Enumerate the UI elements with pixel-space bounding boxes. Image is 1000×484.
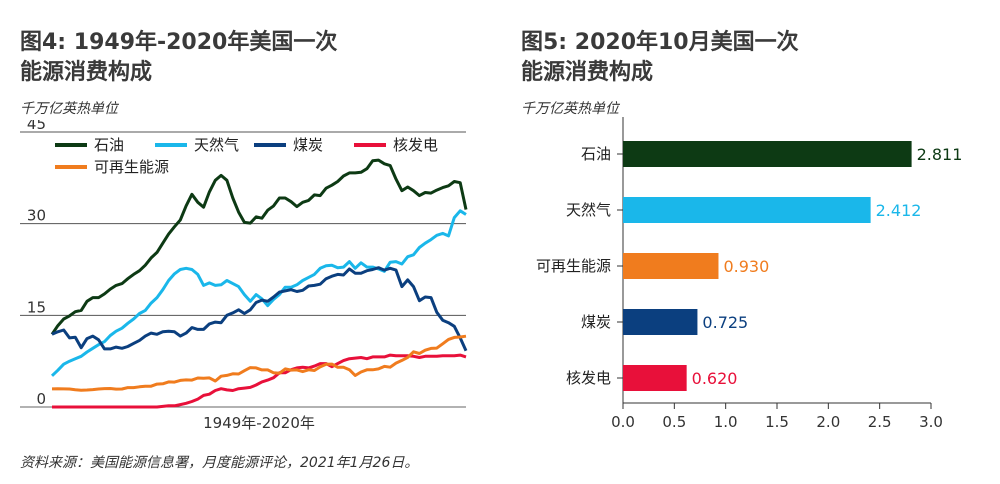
chart2-title-line2: 能源消费构成 xyxy=(521,60,654,85)
x-tick-label: 2.0 xyxy=(816,413,840,431)
bar-value-label: 2.811 xyxy=(917,145,963,164)
legend-label: 煤炭 xyxy=(293,136,323,154)
y-tick-label: 30 xyxy=(27,207,46,225)
chart2-title: 图5: 2020年10月美国一次 能源消费构成 xyxy=(521,28,799,88)
chart2-x-units: 千万亿英热单位 xyxy=(521,101,619,117)
bar xyxy=(623,309,698,335)
series-line-3 xyxy=(52,353,467,409)
chart2-title-line1: 图5: 2020年10月美国一次 xyxy=(521,30,799,55)
category-label: 核发电 xyxy=(566,369,611,387)
x-tick-label: 0.0 xyxy=(611,413,635,431)
source-note: 资料来源：美国能源信息署，月度能源评论，2021年1月26日。 xyxy=(20,455,419,471)
series-line-1 xyxy=(50,209,467,377)
category-label: 可再生能源 xyxy=(536,257,611,275)
category-label: 天然气 xyxy=(566,201,611,219)
y-tick-label: 0 xyxy=(36,390,46,408)
chart1-title-line2: 能源消费构成 xyxy=(20,60,153,85)
x-tick-label: 1.0 xyxy=(714,413,738,431)
x-tick-label: 2.5 xyxy=(868,413,892,431)
bar xyxy=(623,141,912,167)
x-tick-label: 3.0 xyxy=(919,413,943,431)
bar-chart: 0.0 0.5 1.0 1.5 2.0 2.5 3.0 石油 2.811 天然气 2.412 可再生能… xyxy=(536,117,963,431)
series-line-2 xyxy=(51,266,468,352)
bar-value-label: 0.930 xyxy=(723,257,769,276)
chart1-y-units: 千万亿英热单位 xyxy=(20,101,118,117)
legend-label: 天然气 xyxy=(194,136,239,154)
bar-value-label: 2.412 xyxy=(876,201,922,220)
category-label: 煤炭 xyxy=(581,313,611,331)
bar xyxy=(623,365,687,391)
x-tick-label: 1.5 xyxy=(765,413,789,431)
bar-value-label: 0.725 xyxy=(702,313,748,332)
y-tick-label: 15 xyxy=(27,298,46,316)
category-label: 石油 xyxy=(581,145,611,163)
series-line-0 xyxy=(50,158,468,336)
legend-label: 石油 xyxy=(94,136,124,154)
x-axis-label: 1949年-2020年 xyxy=(203,414,315,432)
chart1-title: 图4: 1949年-2020年美国一次 能源消费构成 xyxy=(20,28,337,88)
legend-label: 可再生能源 xyxy=(94,158,169,176)
x-tick-label: 0.5 xyxy=(662,413,686,431)
bar xyxy=(623,197,871,223)
series-line-4 xyxy=(51,334,467,392)
bar-value-label: 0.620 xyxy=(692,369,738,388)
bar xyxy=(623,253,719,279)
y-tick-label: 45 xyxy=(27,120,46,133)
legend-label: 核发电 xyxy=(393,136,438,154)
chart1-title-line1: 图4: 1949年-2020年美国一次 xyxy=(20,30,338,55)
